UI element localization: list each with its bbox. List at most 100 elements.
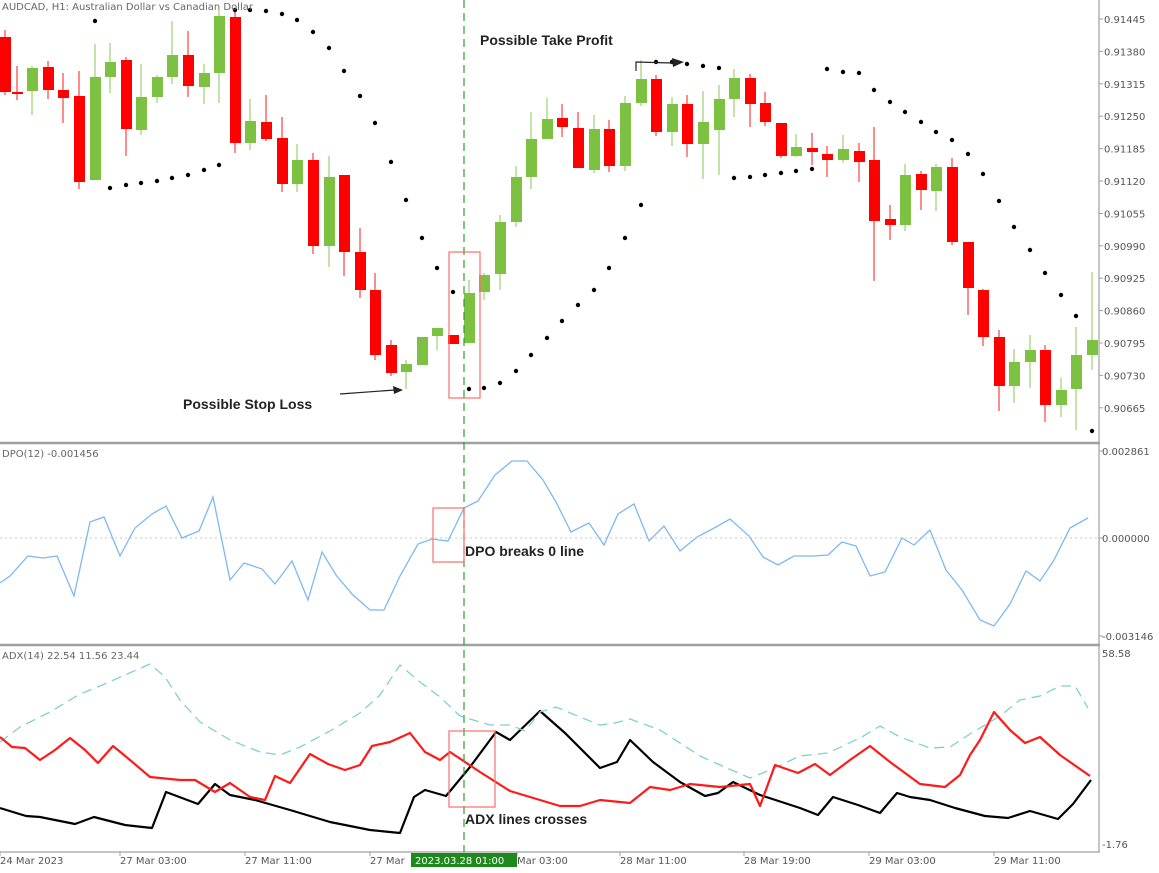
candle: [58, 73, 69, 123]
psar-dot: [1027, 247, 1033, 253]
candle: [573, 112, 584, 168]
candle: [916, 171, 927, 210]
symbol-title: AUDCAD, H1: Australian Dollar vs Canadia…: [2, 2, 254, 13]
psar-dot: [887, 99, 893, 105]
psar-dot: [497, 380, 503, 386]
candle: [448, 335, 459, 344]
candle: [90, 44, 101, 180]
psar-dot: [856, 70, 862, 76]
candle: [838, 135, 849, 163]
candle: [854, 143, 865, 182]
candlestick-series: [0, 10, 1098, 430]
candle: [542, 98, 553, 139]
candle: [292, 144, 303, 192]
psar-dot: [450, 289, 456, 295]
adx-cross-annotation: ADX lines crosses: [465, 811, 587, 827]
dpo-tick-label: -0.003146: [1102, 632, 1153, 643]
psar-dot: [326, 45, 332, 51]
crosshair-date-badge: 2023.03.28 01:00: [411, 853, 517, 867]
psar-dot: [357, 93, 363, 99]
psar-dot: [980, 171, 986, 177]
psar-dot: [201, 167, 207, 173]
price-tick-label: 0.91315: [1104, 80, 1145, 91]
candle: [355, 228, 366, 298]
psar-dot: [747, 174, 753, 180]
time-tick-label: 24 Mar 2023: [0, 856, 63, 867]
psar-dot: [1058, 292, 1064, 298]
candle: [978, 289, 989, 346]
psar-dot: [716, 65, 722, 71]
candle: [947, 158, 958, 245]
psar-dot: [606, 265, 612, 271]
candle: [1025, 335, 1036, 388]
candle: [698, 91, 709, 179]
psar-dot: [591, 287, 597, 293]
candle: [760, 92, 771, 126]
candle: [183, 31, 194, 97]
candle: [0, 30, 11, 95]
candle: [27, 66, 38, 115]
candle: [214, 10, 225, 103]
psar-dot: [169, 175, 175, 181]
psar-dot: [263, 8, 269, 14]
adx-highlight-box: [448, 730, 496, 808]
dpo-tick-label: 0.002861: [1102, 447, 1150, 458]
candle: [745, 74, 756, 127]
psar-dot: [481, 385, 487, 391]
candle: [604, 120, 615, 172]
psar-dot: [793, 168, 799, 174]
parabolic-sar-dots: [92, 7, 1095, 434]
axes-frame: [0, 0, 1100, 853]
price-tick-label: 0.90990: [1104, 242, 1145, 253]
candle: [1009, 349, 1020, 403]
psar-dot: [185, 172, 191, 178]
psar-dot: [809, 166, 815, 172]
psar-dot: [279, 11, 285, 17]
time-tick-label: 27 Mar 03:00: [120, 856, 187, 867]
candle: [1056, 378, 1067, 417]
candle: [105, 43, 116, 93]
psar-dot: [403, 197, 409, 203]
time-x-axis: 24 Mar 2023 27 Mar 03:00 27 Mar 11:00 27 Ma…: [0, 852, 1061, 867]
psar-dot: [466, 386, 472, 392]
time-tick-label: 28 Mar 11:00: [620, 856, 687, 867]
candle: [495, 215, 506, 290]
psar-dot: [154, 178, 160, 184]
adx-panel-title: ADX(14) 22.54 11.56 23.44: [2, 651, 139, 662]
psar-dot: [965, 151, 971, 157]
candle: [199, 64, 210, 104]
candle: [776, 123, 787, 158]
candle: [370, 273, 381, 360]
candle: [511, 166, 522, 227]
time-tick-label: 28 Mar 19:00: [744, 856, 811, 867]
candle: [931, 164, 942, 211]
candle: [636, 60, 647, 106]
candle: [339, 175, 350, 276]
crosshair-date-label: 2023.03.28 01:00: [415, 856, 504, 867]
candle: [651, 75, 662, 136]
candle: [714, 85, 725, 175]
price-tick-label: 0.91185: [1104, 145, 1145, 156]
candle: [261, 95, 272, 141]
candle: [557, 104, 568, 137]
psar-dot: [575, 302, 581, 308]
psar-dot: [528, 352, 534, 358]
psar-dot: [684, 61, 690, 67]
psar-dot: [996, 198, 1002, 204]
psar-dot: [871, 87, 877, 93]
candle: [620, 96, 631, 171]
psar-dot: [902, 109, 908, 115]
candle: [869, 127, 880, 281]
candle: [822, 146, 833, 177]
price-tick-label: 0.90925: [1104, 274, 1145, 285]
psar-dot: [138, 180, 144, 186]
psar-dot: [372, 120, 378, 126]
psar-dot: [933, 129, 939, 135]
price-tick-label: 0.91055: [1104, 209, 1145, 220]
psar-dot: [513, 368, 519, 374]
psar-dot: [1089, 428, 1095, 434]
adx-tick-label: 58.58: [1102, 649, 1131, 660]
psar-dot: [294, 17, 300, 23]
dpo-line: [0, 460, 1089, 627]
